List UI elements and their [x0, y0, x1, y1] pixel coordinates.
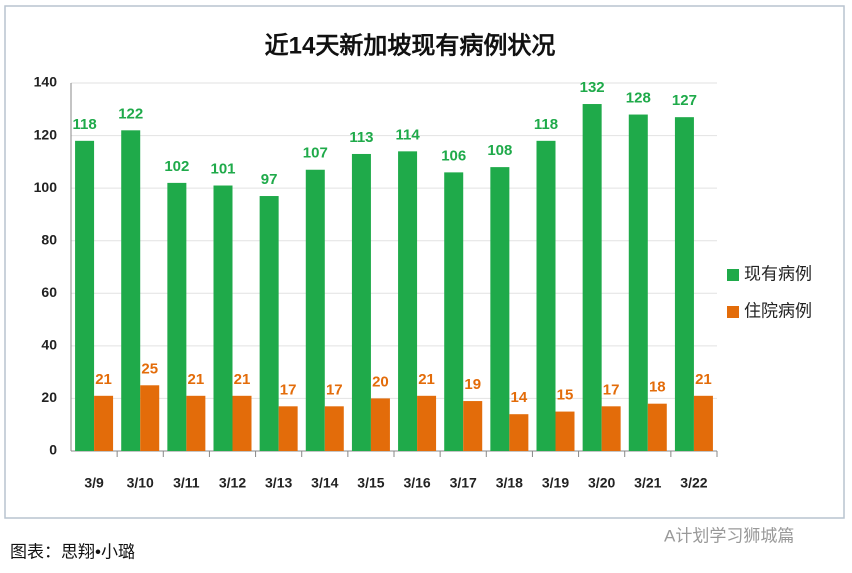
x-tick-label: 3/19 — [542, 475, 569, 491]
y-tick-label: 140 — [34, 74, 58, 90]
caption: 图表：思翔•小璐 — [10, 542, 135, 561]
value-label: 21 — [695, 371, 712, 388]
bar — [94, 395, 114, 451]
bar — [628, 114, 648, 452]
bar — [601, 406, 621, 451]
value-label: 122 — [118, 105, 143, 122]
x-tick-label: 3/20 — [588, 475, 615, 491]
x-tick-label: 3/22 — [680, 475, 707, 491]
value-label: 132 — [580, 79, 605, 96]
value-label: 18 — [649, 379, 666, 396]
bar — [463, 401, 483, 451]
x-tick-label: 3/13 — [265, 475, 292, 491]
bar — [444, 172, 464, 451]
value-label: 21 — [188, 371, 205, 388]
value-label: 101 — [210, 160, 235, 177]
x-tick-label: 3/15 — [357, 475, 384, 491]
value-label: 14 — [511, 389, 528, 406]
y-tick-label: 100 — [34, 179, 58, 195]
bar — [324, 406, 344, 451]
value-label: 17 — [326, 381, 343, 398]
value-label: 118 — [72, 116, 96, 133]
legend-swatch — [727, 269, 739, 281]
bar — [370, 398, 390, 451]
x-tick-label: 3/21 — [634, 475, 661, 491]
value-label: 108 — [487, 142, 512, 159]
x-tick-label: 3/9 — [84, 475, 104, 491]
bar — [75, 140, 95, 452]
y-tick-label: 20 — [41, 389, 57, 405]
bar — [305, 169, 325, 451]
value-label: 114 — [395, 126, 420, 143]
bar — [674, 117, 694, 452]
value-label: 102 — [164, 158, 189, 175]
x-tick-label: 3/11 — [173, 475, 200, 491]
bar — [417, 395, 437, 451]
value-label: 17 — [280, 381, 297, 398]
bar — [140, 385, 160, 451]
legend-label: 住院病例 — [744, 301, 812, 320]
value-label: 127 — [672, 92, 697, 109]
x-tick-label: 3/14 — [311, 475, 338, 491]
y-tick-label: 0 — [49, 442, 57, 458]
bar — [509, 414, 529, 451]
y-tick-label: 120 — [34, 126, 58, 142]
value-label: 128 — [626, 90, 651, 107]
x-tick-label: 3/18 — [496, 475, 523, 491]
y-tick-label: 40 — [41, 337, 57, 353]
value-label: 15 — [557, 387, 574, 404]
chart-title: 近14天新加坡现有病例状况 — [265, 31, 556, 59]
y-tick-label: 60 — [41, 284, 57, 300]
bar — [398, 151, 418, 452]
x-tick-label: 3/10 — [127, 475, 154, 491]
bar — [213, 185, 233, 451]
bar — [555, 411, 575, 451]
bar — [490, 167, 510, 451]
legend-label: 现有病例 — [744, 264, 812, 283]
value-label: 19 — [464, 376, 481, 393]
bar — [536, 140, 556, 452]
value-label: 21 — [95, 371, 112, 388]
x-tick-label: 3/16 — [403, 475, 430, 491]
value-label: 107 — [303, 145, 328, 162]
bar — [278, 406, 298, 451]
bar — [186, 395, 206, 451]
value-label: 25 — [141, 360, 158, 377]
bar — [232, 395, 252, 451]
bar — [167, 182, 187, 451]
watermark: A计划学习狮城篇 — [664, 526, 794, 545]
y-tick-label: 80 — [41, 231, 57, 247]
bar — [259, 196, 279, 451]
bar — [121, 130, 141, 452]
bar — [351, 153, 371, 451]
value-label: 118 — [534, 116, 558, 133]
legend-swatch — [727, 306, 739, 318]
value-label: 17 — [603, 381, 620, 398]
value-label: 21 — [418, 371, 435, 388]
value-label: 106 — [441, 147, 466, 164]
value-label: 97 — [261, 171, 278, 188]
value-label: 21 — [234, 371, 251, 388]
x-tick-label: 3/12 — [219, 475, 246, 491]
x-tick-label: 3/17 — [450, 475, 477, 491]
value-label: 20 — [372, 373, 389, 390]
bar — [582, 104, 602, 452]
bar — [693, 395, 713, 451]
value-label: 113 — [349, 129, 373, 146]
bar — [647, 403, 667, 451]
